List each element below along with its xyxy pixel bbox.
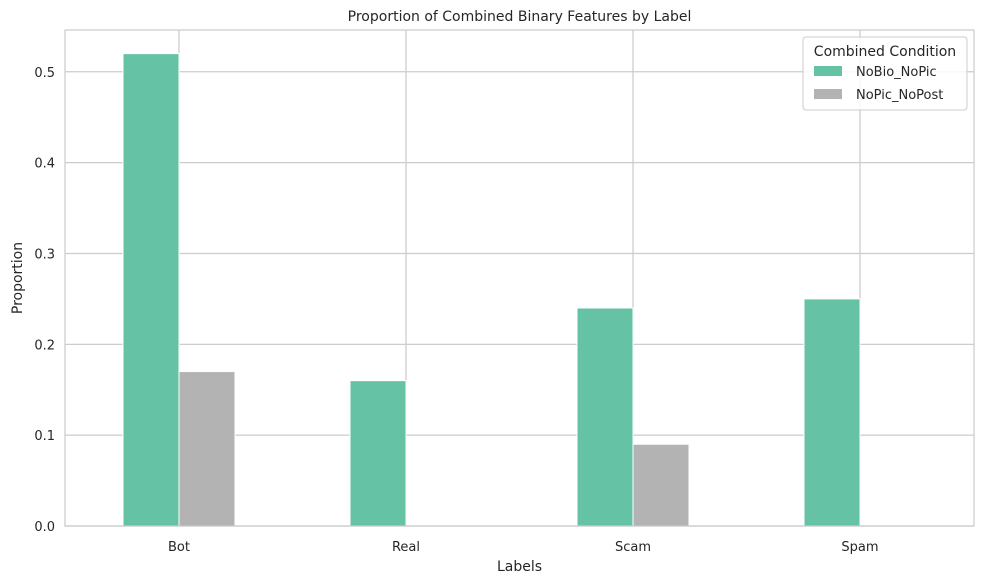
- y-tick-label: 0.2: [34, 338, 55, 353]
- legend: Combined Condition NoBio_NoPic NoPic_NoP…: [802, 36, 968, 111]
- bar-nobio-nopic-real: [349, 380, 407, 527]
- x-tick-label: Bot: [168, 540, 190, 555]
- x-axis-label: Labels: [497, 559, 542, 575]
- legend-entry-noPic-noPost: NoPic_NoPost: [856, 88, 943, 103]
- legend-box: [802, 36, 968, 111]
- x-tick-label: Scam: [615, 540, 651, 555]
- bar-nobio-nopic-scam: [576, 307, 634, 527]
- y-tick-label: 0.5: [34, 66, 55, 81]
- y-tick-label: 0.3: [34, 247, 55, 262]
- y-axis-label: Proportion: [10, 242, 26, 314]
- x-tick-label: Spam: [841, 540, 878, 555]
- chart-title: Proportion of Combined Binary Features b…: [348, 9, 692, 25]
- y-tick-label: 0.4: [34, 157, 55, 172]
- plot-frame: [64, 29, 975, 527]
- legend-swatch-noBio-noPic: [814, 66, 842, 76]
- legend-entry-noBio-noPic: NoBio_NoPic: [856, 65, 937, 80]
- y-tick-labels: 0.0 0.1 0.2 0.3 0.4 0.5: [34, 66, 55, 535]
- y-tick-label: 0.1: [34, 429, 55, 444]
- y-tick-label: 0.0: [34, 520, 55, 535]
- legend-swatch-noPic-noPost: [814, 89, 842, 99]
- legend-title: Combined Condition: [814, 44, 956, 60]
- x-tick-labels: Bot Real Scam Spam: [168, 540, 879, 555]
- bars: [122, 53, 861, 527]
- bar-nopic-nopost-scam: [632, 443, 690, 527]
- bar-nopic-nopost-bot: [178, 371, 236, 527]
- bar-nobio-nopic-bot: [122, 53, 180, 527]
- bar-nobio-nopic-spam: [803, 298, 861, 527]
- x-tick-label: Real: [392, 540, 420, 555]
